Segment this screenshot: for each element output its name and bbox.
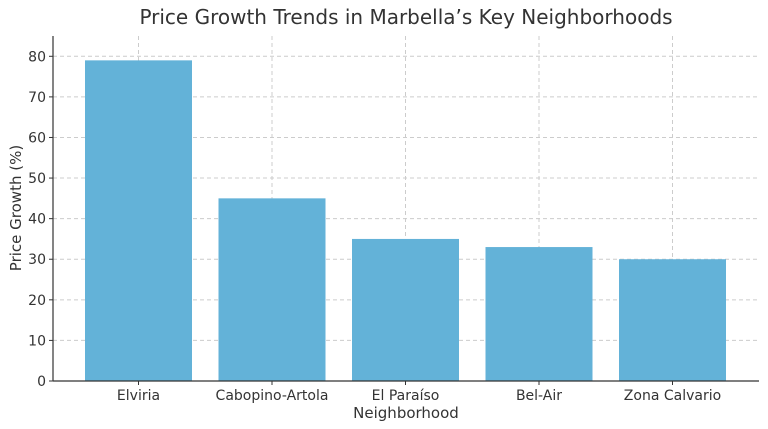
x-tick-label: Cabopino-Artola xyxy=(216,388,329,404)
chart-title: Price Growth Trends in Marbella’s Key Ne… xyxy=(139,5,672,29)
x-axis-label: Neighborhood xyxy=(353,404,459,422)
y-tick-label: 0 xyxy=(37,374,46,390)
y-tick-label: 70 xyxy=(28,90,46,106)
y-tick-label: 40 xyxy=(28,212,46,228)
x-tick-label: Zona Calvario xyxy=(624,388,721,404)
ticks-layer: 0 10 20 30 40 50 60 70 80 Elviria Cabopino-Artola E… xyxy=(28,49,721,404)
bar-elviria xyxy=(85,60,192,382)
bar-bel-air xyxy=(485,247,593,381)
y-tick-label: 80 xyxy=(28,49,46,65)
x-tick-label: Bel-Air xyxy=(516,388,562,404)
x-tick-label: El Paraíso xyxy=(372,388,440,404)
bar-cabopino-artola xyxy=(218,198,326,381)
bar-zona-calvario xyxy=(619,259,726,381)
y-tick-label: 10 xyxy=(28,333,46,349)
y-tick-label: 60 xyxy=(28,130,46,146)
y-tick-label: 30 xyxy=(28,252,46,268)
x-tick-label: Elviria xyxy=(117,388,160,404)
y-tick-label: 50 xyxy=(28,171,46,187)
bar-el-para-so xyxy=(352,238,459,381)
y-axis-label: Price Growth (%) xyxy=(7,145,25,271)
y-tick-label: 20 xyxy=(28,293,46,309)
bars-layer xyxy=(85,60,726,382)
